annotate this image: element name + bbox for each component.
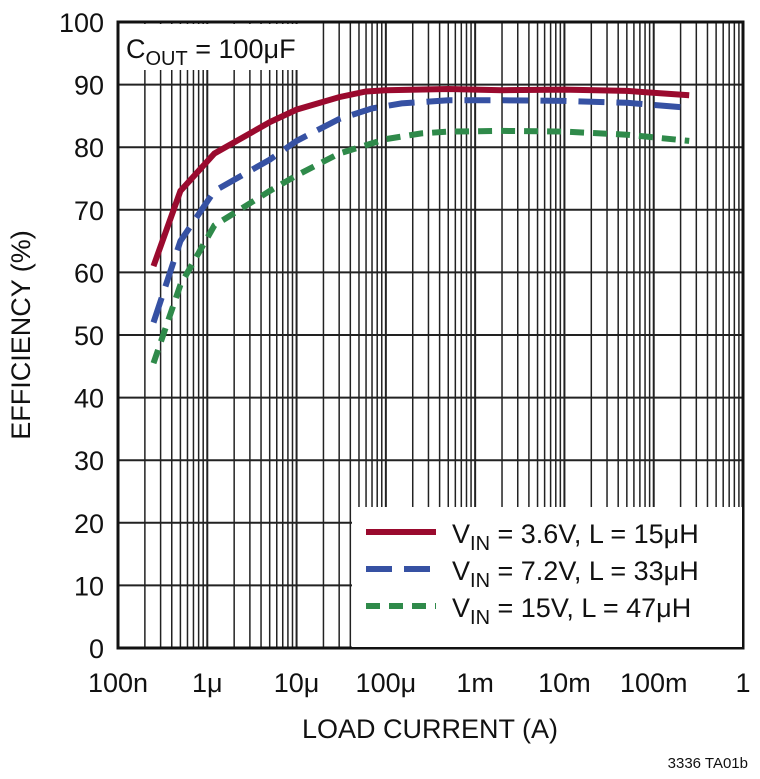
x-tick-label: 100μ bbox=[356, 668, 417, 698]
legend-label-1: VIN = 7.2V, L = 33μH bbox=[452, 556, 699, 592]
x-tick-label: 10μ bbox=[274, 668, 320, 698]
y-tick-label: 60 bbox=[74, 258, 104, 288]
series-line-0 bbox=[150, 85, 690, 268]
x-tick-label: 10m bbox=[538, 668, 591, 698]
y-tick-label: 40 bbox=[74, 384, 104, 414]
annotation-cout: COUT = 100μF bbox=[126, 34, 296, 70]
series-line-1 bbox=[150, 97, 690, 324]
x-tick-labels: 100n 1μ 10μ 100μ 1m 10m 100m 1 bbox=[88, 668, 751, 698]
annotation-background bbox=[119, 24, 321, 70]
plot-frame bbox=[116, 20, 745, 650]
y-tick-label: 10 bbox=[74, 571, 104, 601]
legend-label-0: VIN = 3.6V, L = 15μH bbox=[452, 519, 699, 555]
legend-label-2: VIN = 15V, L = 47μH bbox=[452, 593, 691, 629]
y-tick-label: 30 bbox=[74, 446, 104, 476]
x-tick-label: 100m bbox=[620, 668, 688, 698]
y-tick-label: 80 bbox=[74, 133, 104, 163]
y-tick-labels: 0 10 20 30 40 50 60 70 80 90 100 bbox=[59, 8, 104, 664]
x-tick-label: 1m bbox=[456, 668, 494, 698]
y-tick-label: 100 bbox=[59, 8, 104, 38]
x-tick-label: 1μ bbox=[192, 668, 223, 698]
x-tick-label: 100n bbox=[88, 668, 148, 698]
y-tick-label: 50 bbox=[74, 321, 104, 351]
y-tick-label: 0 bbox=[89, 634, 104, 664]
y-tick-label: 20 bbox=[74, 509, 104, 539]
y-axis-label: EFFICIENCY (%) bbox=[6, 230, 36, 440]
series-line-2 bbox=[150, 127, 690, 365]
y-tick-label: 70 bbox=[74, 196, 104, 226]
x-tick-label: 1 bbox=[735, 668, 750, 698]
curves bbox=[150, 85, 690, 365]
x-axis-label: LOAD CURRENT (A) bbox=[302, 714, 558, 744]
footnote: 3336 TA01b bbox=[668, 755, 748, 772]
y-tick-label: 90 bbox=[74, 71, 104, 101]
